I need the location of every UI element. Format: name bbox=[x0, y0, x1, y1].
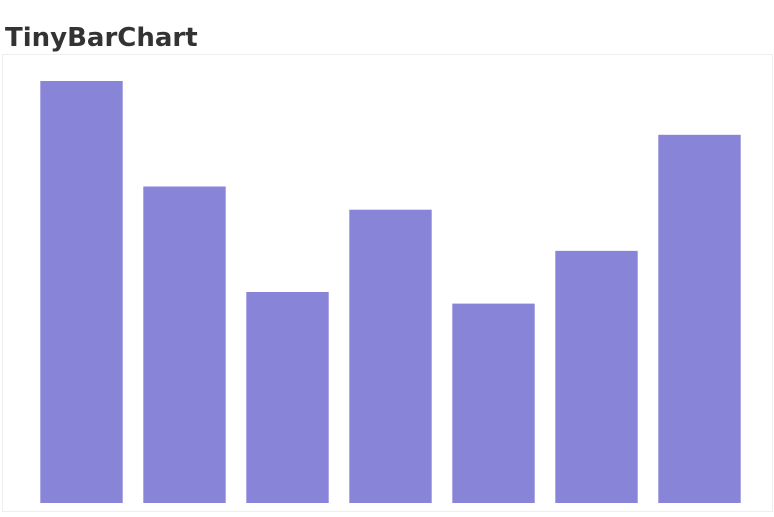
bar-5 bbox=[452, 303, 535, 503]
bar-7 bbox=[658, 134, 741, 504]
bar-1 bbox=[40, 81, 123, 503]
bar-2 bbox=[143, 186, 226, 503]
bar-6 bbox=[555, 250, 638, 503]
bar-3 bbox=[246, 292, 329, 503]
bars-group bbox=[40, 81, 741, 504]
bar-4 bbox=[349, 209, 432, 503]
page-title: TinyBarChart bbox=[5, 23, 198, 53]
